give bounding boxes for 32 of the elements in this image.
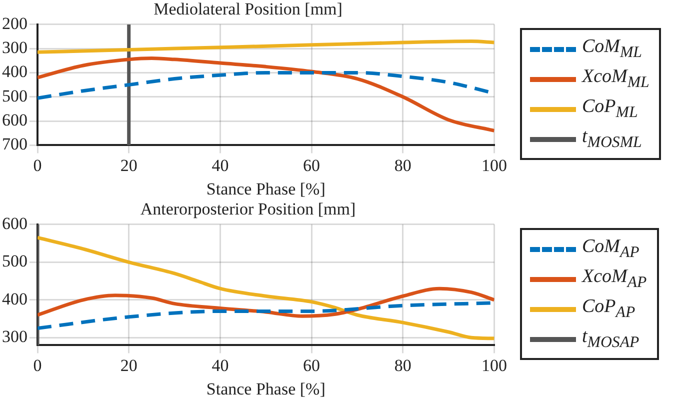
x-tick-label: 100 — [482, 156, 507, 175]
x-axis-title: Stance Phase [%] — [206, 179, 326, 198]
y-tick-label: 500 — [2, 86, 28, 106]
x-tick-label: 40 — [212, 156, 229, 175]
x-tick-label: 100 — [482, 356, 507, 375]
y-tick-label: 400 — [2, 289, 28, 308]
x-tick-label: 60 — [303, 156, 320, 175]
legend-label: XcoM$_{ML}$ — [582, 66, 650, 92]
x-tick-label: 0 — [33, 156, 42, 175]
x-tick-label: 20 — [120, 356, 138, 375]
legend-label: XcoM$_{AP}$ — [582, 266, 647, 292]
y-tick-label: 600 — [2, 110, 28, 130]
chart-title: Mediolateral Position [mm] — [154, 0, 342, 19]
y-tick-label: 200 — [2, 14, 28, 33]
x-tick-label: 60 — [303, 356, 320, 375]
x-tick-label: 80 — [394, 156, 412, 175]
legend-label: CoP$_{AP}$ — [582, 296, 636, 322]
y-tick-label: 300 — [2, 38, 28, 58]
x-tick-label: 20 — [120, 156, 138, 175]
y-tick-label: 500 — [2, 252, 28, 271]
legend-label: CoM$_{AP}$ — [582, 236, 640, 262]
x-axis-title: Stance Phase [%] — [206, 379, 326, 398]
legend-label: CoP$_{ML}$ — [582, 96, 638, 122]
x-tick-label: 80 — [394, 356, 412, 375]
y-tick-label: 700 — [2, 134, 28, 154]
chart-title: Anterorposterior Position [mm] — [140, 200, 356, 219]
y-tick-label: 300 — [2, 327, 28, 346]
legend-label: CoM$_{ML}$ — [582, 36, 642, 62]
x-tick-label: 40 — [212, 356, 229, 375]
x-tick-label: 0 — [33, 356, 42, 375]
y-tick-label: 600 — [2, 214, 28, 233]
y-tick-label: 400 — [2, 62, 28, 82]
